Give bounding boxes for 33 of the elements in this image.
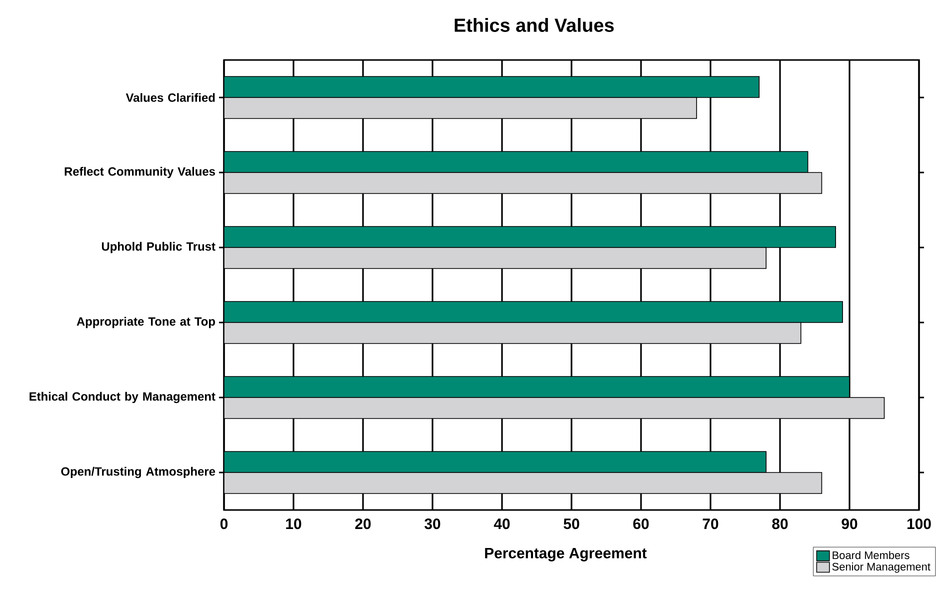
bar [224, 97, 698, 119]
bar [224, 247, 767, 269]
x-axis-title: Percentage Agreement [485, 548, 647, 562]
y-tick-label: Open/Trusting Atmosphere [61, 466, 216, 478]
y-tick-label: Values Clarified [126, 93, 215, 102]
x-tick-label: 10 [286, 518, 302, 530]
x-tick-label: 60 [633, 518, 649, 530]
x-tick-label: 50 [564, 518, 580, 530]
bar [224, 451, 767, 473]
legend-label: Board Members [832, 551, 910, 560]
x-tick-label: 30 [424, 518, 440, 530]
bar [224, 172, 822, 194]
y-tick-label: Reflect Community Values [64, 166, 215, 178]
x-tick-label: 70 [702, 518, 718, 530]
bar [224, 76, 760, 98]
x-tick-label: 80 [772, 518, 788, 530]
x-tick-label: 90 [842, 518, 858, 530]
y-tick-label: Ethical Conduct by Management [30, 392, 216, 404]
bar [224, 376, 850, 398]
bar [224, 322, 802, 344]
x-tick-label: 20 [355, 518, 371, 530]
chart-title: Ethics and Values [454, 18, 614, 32]
bar [224, 151, 808, 173]
y-tick-label: Appropriate Tone at Top [76, 316, 215, 328]
legend-label: Senior Management [832, 562, 930, 573]
x-tick-label: 40 [494, 518, 510, 530]
bar [224, 397, 885, 419]
x-tick-label: 0 [220, 518, 228, 530]
x-tick-label: 100 [907, 518, 931, 530]
y-tick-label: Uphold Public Trust [102, 242, 216, 254]
bar [224, 301, 843, 323]
bar [224, 226, 836, 248]
bar [224, 472, 822, 494]
